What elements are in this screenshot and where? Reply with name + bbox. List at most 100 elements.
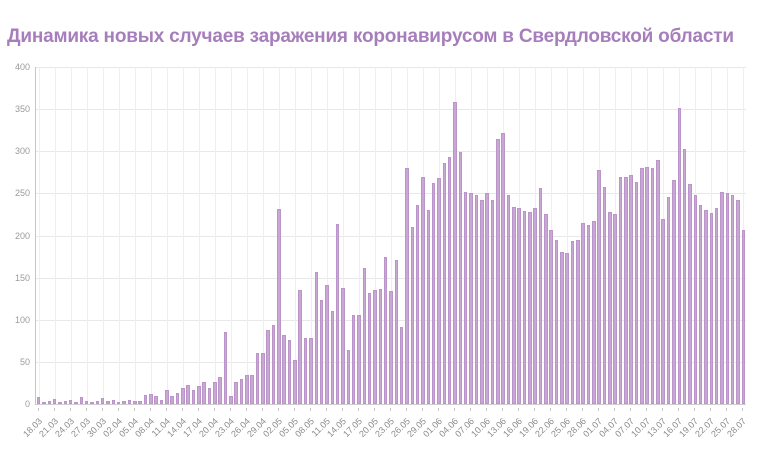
- bar-21.06: [544, 213, 548, 404]
- bar-07.07: [629, 174, 633, 404]
- bar-31.03: [106, 401, 110, 404]
- bar-15.04: [186, 385, 190, 404]
- x-tick: [390, 408, 391, 411]
- bar-28.06: [581, 222, 585, 404]
- bar-27.07: [736, 200, 740, 404]
- bar-20.06: [538, 188, 543, 404]
- bar-23.06: [554, 239, 559, 404]
- bar-06.07: [624, 177, 628, 404]
- x-tick: [710, 408, 712, 411]
- bar-03.07: [608, 211, 612, 404]
- bar-10.04: [159, 399, 164, 404]
- x-tick: [197, 408, 199, 411]
- bar-22.03: [58, 402, 62, 404]
- gridline-v: [310, 67, 312, 404]
- bar-30.04: [266, 329, 270, 404]
- bar-09.07: [640, 168, 644, 404]
- bar-25.04: [239, 378, 244, 404]
- y-tick-label: 150: [14, 272, 30, 283]
- y-tick-label: 0: [24, 399, 30, 409]
- bar-18.04: [202, 382, 206, 404]
- x-tick: [662, 408, 664, 411]
- x-tick: [53, 408, 55, 411]
- gridline-v: [326, 67, 328, 404]
- x-tick: [261, 408, 263, 411]
- x-tick: [213, 408, 215, 411]
- bar-12.07: [656, 159, 660, 404]
- bar-23.07: [714, 207, 719, 404]
- bar-22.07: [709, 212, 714, 404]
- bar-24.03: [68, 399, 73, 404]
- bar-03.05: [282, 334, 286, 404]
- bar-25.07: [725, 193, 730, 404]
- bar-27.05: [410, 227, 415, 404]
- gridline-v: [70, 67, 72, 404]
- bar-23.03: [63, 401, 68, 404]
- bar-13.07: [661, 218, 665, 404]
- y-tick-label: 250: [14, 188, 30, 199]
- x-tick: [694, 408, 696, 411]
- x-tick: [470, 408, 472, 411]
- bar-10.06: [485, 193, 489, 404]
- x-tick: [325, 408, 327, 411]
- bar-17.06: [522, 211, 527, 404]
- gridline-v: [567, 67, 569, 404]
- x-tick: [518, 408, 520, 411]
- bar-20.05: [373, 290, 377, 404]
- bar-31.05: [431, 183, 436, 404]
- bar-18.05: [362, 268, 367, 404]
- bar-23.04: [229, 395, 233, 404]
- bar-28.03: [90, 402, 94, 404]
- x-tick: [742, 408, 744, 411]
- gridline-v: [374, 67, 376, 404]
- gridline-v: [358, 67, 360, 404]
- bar-16.04: [191, 389, 196, 404]
- bar-01.06: [437, 178, 441, 404]
- bar-08.05: [309, 338, 313, 404]
- bar-04.05: [287, 339, 292, 404]
- bar-05.04: [132, 401, 137, 404]
- bar-13.05: [335, 223, 340, 404]
- bar-30.06: [592, 221, 596, 404]
- bar-20.03: [47, 401, 52, 404]
- x-tick: [69, 408, 71, 411]
- gridline-v: [182, 67, 184, 404]
- bar-22.05: [383, 256, 388, 404]
- bar-12.06: [496, 138, 500, 404]
- x-tick: [85, 408, 87, 411]
- bar-06.06: [463, 191, 468, 404]
- x-tick: [454, 408, 456, 411]
- bar-09.06: [479, 200, 484, 404]
- bar-11.06: [490, 200, 495, 404]
- bar-05.07: [618, 176, 623, 404]
- x-tick: [582, 408, 584, 411]
- bar-19.07: [693, 195, 698, 404]
- bar-14.07: [666, 196, 671, 404]
- x-tick: [373, 408, 375, 411]
- bar-01.05: [271, 324, 276, 404]
- bar-08.04: [149, 393, 153, 404]
- bar-15.05: [346, 350, 351, 404]
- x-tick: [229, 408, 231, 411]
- bar-02.04: [116, 402, 121, 404]
- x-tick: [117, 408, 119, 411]
- bar-29.06: [586, 225, 591, 404]
- gridline-v: [198, 67, 200, 404]
- bar-25.05: [399, 326, 404, 404]
- bar-06.05: [298, 290, 302, 404]
- x-tick: [149, 408, 151, 411]
- x-tick: [502, 408, 504, 411]
- bar-29.04: [261, 353, 265, 404]
- y-tick-label: 50: [19, 356, 30, 367]
- x-tick: [357, 408, 359, 411]
- gridline-v: [54, 67, 56, 404]
- gridline-v: [150, 67, 152, 404]
- bar-03.06: [447, 157, 452, 404]
- bar-01.04: [111, 399, 116, 404]
- x-tick: [438, 408, 440, 411]
- bar-14.04: [181, 388, 185, 404]
- bar-21.04: [218, 377, 222, 404]
- bar-26.03: [79, 397, 84, 404]
- bar-18.03: [36, 397, 41, 404]
- gridline-v: [230, 67, 232, 404]
